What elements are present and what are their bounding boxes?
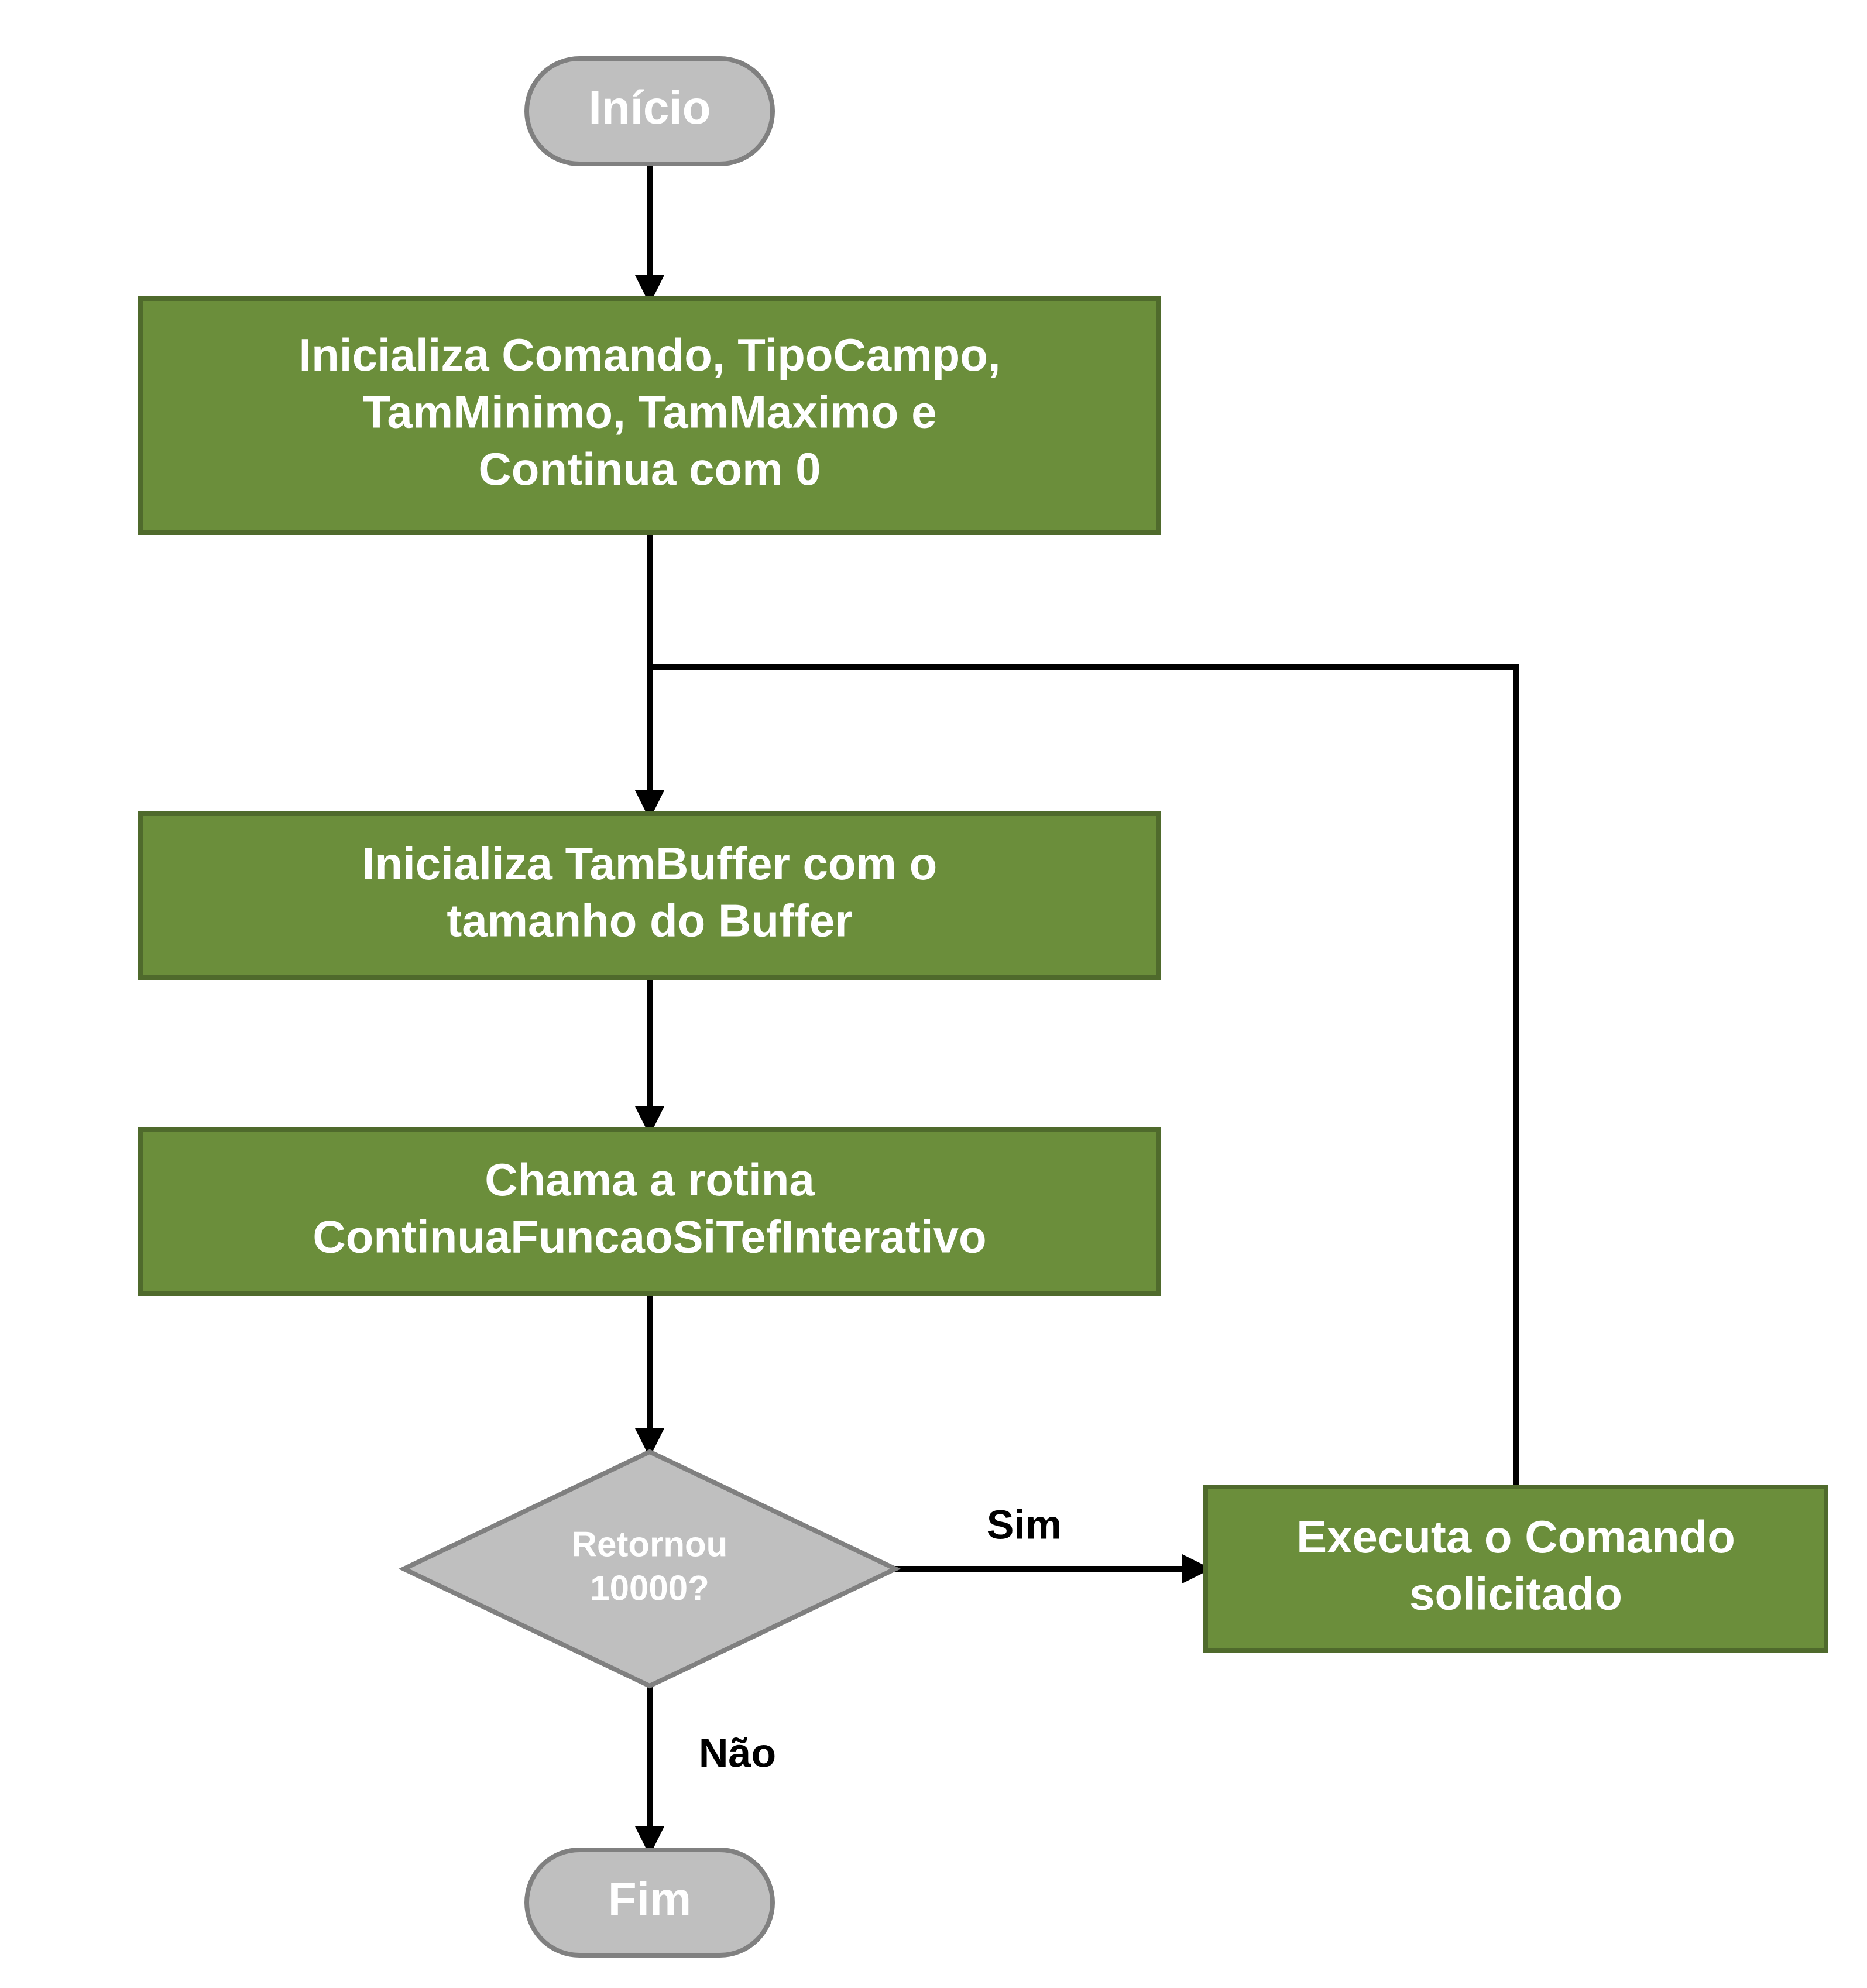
node-p4: Executa o Comando solicitado — [1206, 1487, 1826, 1651]
node-d1: Retornou 10000? — [404, 1452, 895, 1686]
node-text-start-line0: Início — [589, 81, 711, 133]
node-text-d1-line0: Retornou — [572, 1524, 728, 1564]
node-text-p1-line0: Inicializa Comando, TipoCampo, — [298, 329, 1000, 381]
flowchart-canvas: Sim Não Início Inicializa Comando, TipoCamp… — [0, 0, 1867, 1988]
node-p3: Chama a rotina ContinuaFuncaoSiTefInterat… — [140, 1130, 1159, 1294]
node-text-p1-line1: TamMinimo, TamMaximo e — [363, 386, 937, 438]
node-text-p2-line1: tamanho do Buffer — [447, 894, 852, 946]
edge-label-e6: Não — [699, 1730, 776, 1776]
node-text-p3-line0: Chama a rotina — [485, 1154, 815, 1205]
node-text-end-line0: Fim — [608, 1873, 691, 1925]
node-p1: Inicializa Comando, TipoCampo,TamMinimo,… — [140, 299, 1159, 533]
edge-label-e5: Sim — [987, 1502, 1062, 1547]
node-start: Início — [527, 59, 773, 164]
edge-e7 — [650, 667, 1516, 1487]
node-text-p4-line0: Executa o Comando — [1296, 1511, 1735, 1562]
node-text-p2-line0: Inicializa TamBuffer com o — [362, 838, 937, 889]
node-text-p1-line2: Continua com 0 — [478, 443, 821, 495]
node-text-p3-line1: ContinuaFuncaoSiTefInterativo — [313, 1211, 986, 1262]
node-text-p4-line1: solicitado — [1409, 1568, 1622, 1619]
node-text-d1-line1: 10000? — [590, 1568, 709, 1607]
node-p2: Inicializa TamBuffer com otamanho do Buf… — [140, 814, 1159, 978]
nodes-layer: Início Inicializa Comando, TipoCampo,TamM… — [140, 59, 1826, 1955]
node-end: Fim — [527, 1850, 773, 1955]
